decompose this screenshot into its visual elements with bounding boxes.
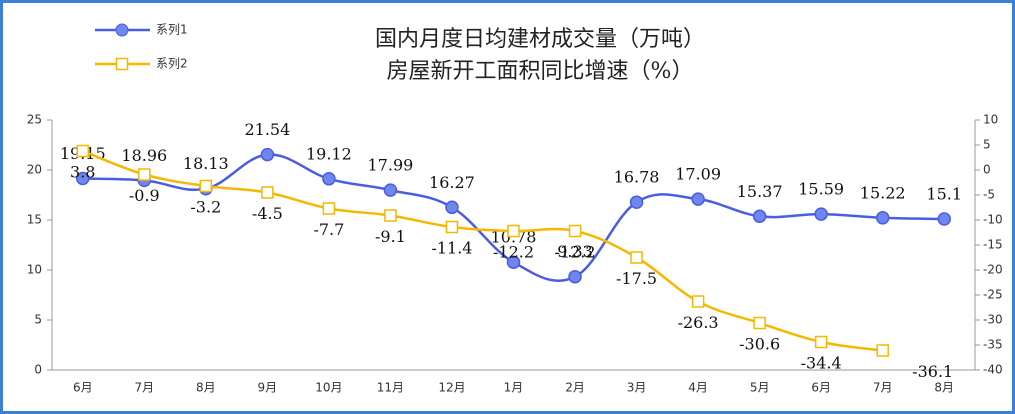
data-label: 19.12 — [306, 144, 352, 163]
y2-tick-label: -5 — [983, 188, 995, 202]
point — [753, 316, 766, 330]
data-label: -12.2 — [555, 243, 596, 262]
y2-tick-label: -40 — [983, 363, 1003, 377]
point — [630, 251, 643, 264]
x-tick-label: 12月 — [438, 381, 465, 395]
x-tick-label: 5月 — [750, 381, 770, 395]
point — [383, 183, 398, 197]
data-label: 18.13 — [183, 154, 229, 173]
point — [629, 195, 644, 209]
data-label: -0.9 — [129, 186, 160, 205]
x-tick-label: 6月 — [811, 381, 831, 395]
data-label: 9.33 — [557, 242, 593, 261]
chart-title: 房屋新开工面积同比增速（%） — [387, 59, 694, 84]
y-tick-label: 20 — [27, 163, 42, 177]
point — [322, 202, 336, 215]
point — [507, 224, 520, 238]
legend-marker — [115, 23, 129, 37]
data-label: -3.2 — [190, 198, 221, 217]
x-tick-label: 8月 — [934, 381, 954, 395]
x-tick-label: 4月 — [688, 381, 708, 395]
point — [814, 207, 828, 221]
y-tick-label: 0 — [34, 363, 42, 377]
x-tick-label: 7月 — [873, 381, 893, 395]
point — [138, 168, 151, 181]
y-tick-label: 25 — [27, 113, 42, 127]
x-tick-label: 11月 — [377, 381, 404, 395]
y2-tick-label: -15 — [983, 238, 1003, 252]
y-tick-label: 15 — [27, 213, 42, 227]
point — [260, 147, 275, 162]
y-tick-label: 10 — [27, 263, 42, 277]
point — [691, 295, 705, 308]
data-label: 15.37 — [737, 182, 783, 201]
x-tick-label: 8月 — [196, 381, 216, 395]
point — [752, 209, 767, 224]
point — [691, 192, 705, 206]
y-tick-label: 5 — [34, 313, 42, 327]
point — [876, 344, 889, 357]
x-tick-label: 3月 — [627, 381, 647, 395]
data-label: -30.6 — [739, 335, 780, 354]
point — [322, 172, 336, 186]
point — [384, 209, 397, 222]
point — [445, 200, 459, 215]
data-label: -11.4 — [431, 239, 472, 258]
x-tick-label: 1月 — [504, 381, 524, 395]
data-label: -36.1 — [912, 362, 953, 381]
data-label: 18.96 — [121, 146, 167, 165]
data-label: 16.78 — [614, 168, 660, 187]
y2-tick-label: -30 — [983, 313, 1003, 327]
point — [199, 179, 213, 193]
chart-title: 国内月度日均建材成交量（万吨） — [375, 27, 705, 52]
data-label: 15.22 — [860, 183, 906, 202]
x-tick-label: 10月 — [315, 381, 342, 395]
point — [814, 335, 828, 349]
legend-label: 系列2 — [156, 57, 188, 71]
data-label: -12.2 — [493, 243, 534, 262]
y2-tick-label: -35 — [983, 338, 1003, 352]
point — [506, 255, 521, 269]
data-label: -4.5 — [252, 204, 283, 223]
point — [445, 220, 459, 234]
data-label: 21.54 — [244, 120, 290, 139]
data-label: -34.4 — [801, 354, 842, 373]
data-label: 3.8 — [70, 163, 95, 182]
data-label: 17.99 — [368, 156, 414, 175]
x-tick-label: 2月 — [565, 381, 585, 395]
x-tick-label: 6月 — [73, 381, 93, 395]
y2-tick-label: 10 — [983, 113, 998, 127]
point — [261, 186, 274, 199]
legend-label: 系列1 — [156, 23, 188, 37]
data-label: -17.5 — [616, 269, 657, 288]
point — [76, 171, 90, 186]
x-tick-label: 7月 — [134, 381, 154, 395]
data-label: -7.7 — [313, 220, 344, 239]
data-label: 15.59 — [798, 180, 844, 199]
point — [568, 224, 582, 238]
y2-tick-label: -10 — [983, 213, 1003, 227]
y2-tick-label: 5 — [983, 138, 991, 152]
data-label: 15.1 — [926, 185, 962, 204]
data-label: 17.09 — [675, 165, 721, 184]
x-tick-label: 9月 — [258, 381, 278, 395]
point — [937, 212, 951, 226]
y2-tick-label: -25 — [983, 288, 1003, 302]
data-label: -26.3 — [678, 313, 719, 332]
point — [875, 211, 890, 225]
y2-tick-label: -20 — [983, 263, 1003, 277]
point — [568, 269, 582, 284]
legend-marker — [115, 57, 129, 71]
data-label: -9.1 — [375, 227, 406, 246]
point — [76, 144, 90, 158]
data-label: 16.27 — [429, 173, 475, 192]
y2-tick-label: 0 — [983, 163, 991, 177]
